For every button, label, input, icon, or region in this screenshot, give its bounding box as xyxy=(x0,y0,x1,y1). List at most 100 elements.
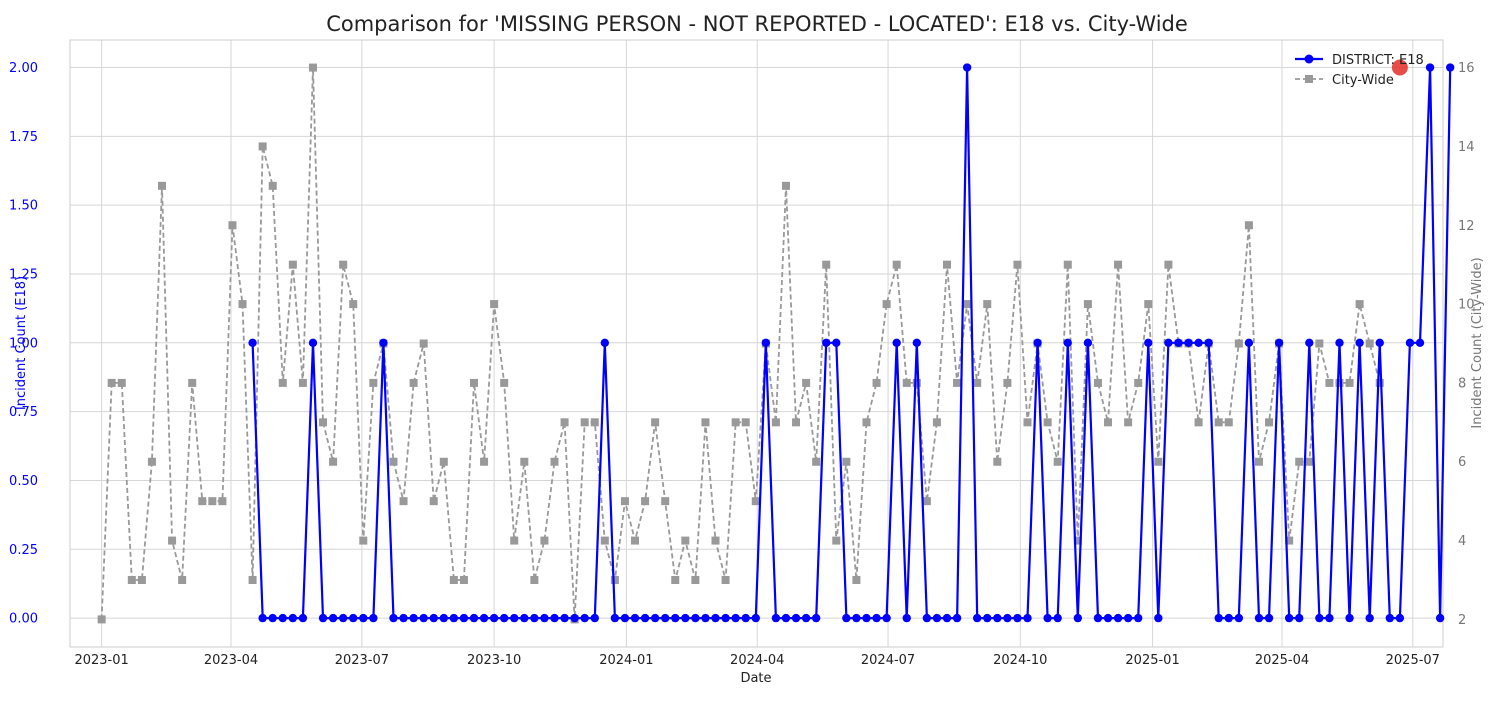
y-tick-label-right: 12 xyxy=(1458,219,1475,234)
data-point-citywide xyxy=(218,497,227,506)
data-point-e18 xyxy=(1274,338,1284,348)
data-point-e18 xyxy=(650,613,660,623)
data-point-citywide xyxy=(1365,339,1374,348)
data-point-citywide xyxy=(1164,260,1173,269)
data-point-citywide xyxy=(711,536,720,545)
x-tick-label: 2023-10 xyxy=(467,653,521,668)
data-point-e18 xyxy=(1174,338,1183,348)
y-tick-label-left: 0.25 xyxy=(9,543,38,558)
data-point-e18 xyxy=(1425,63,1435,72)
data-point-citywide xyxy=(1023,418,1032,427)
data-point-citywide xyxy=(399,497,408,506)
data-point-e18 xyxy=(1335,338,1344,348)
data-point-citywide xyxy=(97,615,106,624)
data-point-citywide xyxy=(1003,378,1012,387)
data-point-e18 xyxy=(781,613,791,623)
data-point-citywide xyxy=(439,457,448,466)
data-point-citywide xyxy=(590,418,599,427)
data-point-e18 xyxy=(1365,613,1374,623)
data-point-citywide xyxy=(469,378,478,387)
data-point-citywide xyxy=(1053,457,1062,466)
data-point-e18 xyxy=(822,338,831,348)
y-axis-label-left: Incident Count (E18) xyxy=(14,276,29,410)
data-point-citywide xyxy=(1345,378,1354,387)
data-point-citywide xyxy=(459,575,468,584)
data-point-citywide xyxy=(228,221,237,230)
axis-layer: 2023-01 2023-04 2023-07 2023-10 2024-01 2024-… xyxy=(9,61,1475,668)
data-point-e18 xyxy=(620,613,630,623)
data-point-e18 xyxy=(1415,338,1425,348)
data-point-citywide xyxy=(288,260,297,269)
data-point-e18 xyxy=(711,613,720,623)
data-point-citywide xyxy=(1355,300,1364,309)
data-point-e18 xyxy=(1204,338,1213,348)
data-point-citywide xyxy=(1073,536,1082,545)
data-point-e18 xyxy=(349,613,358,623)
data-point-e18 xyxy=(721,613,730,623)
data-point-citywide xyxy=(1063,260,1072,269)
data-point-citywide xyxy=(359,536,368,545)
data-point-citywide xyxy=(449,575,458,584)
data-point-citywide xyxy=(731,418,740,427)
data-point-e18 xyxy=(530,613,539,623)
x-tick-label: 2024-01 xyxy=(599,653,653,668)
data-point-citywide xyxy=(137,575,146,584)
data-point-e18 xyxy=(882,613,891,623)
data-point-e18 xyxy=(469,613,479,623)
data-point-e18 xyxy=(1043,613,1052,623)
data-point-e18 xyxy=(540,613,549,623)
data-point-e18 xyxy=(449,613,459,623)
data-point-e18 xyxy=(1053,613,1062,623)
data-point-e18 xyxy=(1023,613,1032,623)
series-line-citywide xyxy=(100,66,1381,621)
y-tick-label-right: 14 xyxy=(1458,140,1475,155)
data-point-citywide xyxy=(147,457,156,466)
data-point-e18 xyxy=(590,613,599,623)
x-tick-label: 2023-04 xyxy=(204,653,258,668)
data-point-e18 xyxy=(338,613,348,623)
data-point-e18 xyxy=(318,613,328,623)
data-point-e18 xyxy=(308,338,318,348)
data-point-citywide xyxy=(530,575,539,584)
data-point-citywide xyxy=(872,378,881,387)
y-axis-label-right: Incident Count (City-Wide) xyxy=(1470,257,1485,428)
data-point-e18 xyxy=(328,613,338,623)
data-point-e18 xyxy=(761,338,771,348)
data-point-e18 xyxy=(932,613,942,623)
data-point-citywide xyxy=(158,181,167,190)
legend-marker-e18 xyxy=(1304,54,1314,64)
data-point-e18 xyxy=(369,613,378,623)
data-point-e18 xyxy=(661,613,670,623)
data-point-citywide xyxy=(1114,260,1123,269)
data-point-e18 xyxy=(1083,338,1093,348)
chart-title: Comparison for 'MISSING PERSON - NOT REP… xyxy=(326,12,1188,36)
data-point-e18 xyxy=(409,613,418,623)
y-tick-label-right: 8 xyxy=(1458,376,1466,391)
data-point-e18 xyxy=(942,613,952,623)
data-point-e18 xyxy=(1355,338,1364,348)
data-point-e18 xyxy=(1194,338,1203,348)
data-point-e18 xyxy=(459,613,469,623)
data-point-citywide xyxy=(1335,378,1344,387)
data-point-citywide xyxy=(832,536,841,545)
data-point-citywide xyxy=(1154,457,1163,466)
data-point-citywide xyxy=(208,497,217,506)
data-point-citywide xyxy=(771,418,780,427)
data-point-citywide xyxy=(953,378,962,387)
data-point-e18 xyxy=(359,613,368,623)
y-tick-label-right: 10 xyxy=(1458,298,1475,313)
data-point-citywide xyxy=(308,63,317,72)
data-point-e18 xyxy=(691,613,700,623)
data-point-citywide xyxy=(1134,378,1143,387)
data-point-citywide xyxy=(610,575,619,584)
data-point-e18 xyxy=(288,613,298,623)
data-point-e18 xyxy=(248,338,257,348)
y-tick-label-right: 2 xyxy=(1458,613,1466,628)
data-point-citywide xyxy=(1083,300,1092,309)
data-point-e18 xyxy=(811,613,821,623)
data-point-e18 xyxy=(801,613,811,623)
data-point-citywide xyxy=(721,575,730,584)
data-point-citywide xyxy=(339,260,348,269)
data-point-e18 xyxy=(1154,613,1163,623)
data-point-e18 xyxy=(1445,63,1455,72)
